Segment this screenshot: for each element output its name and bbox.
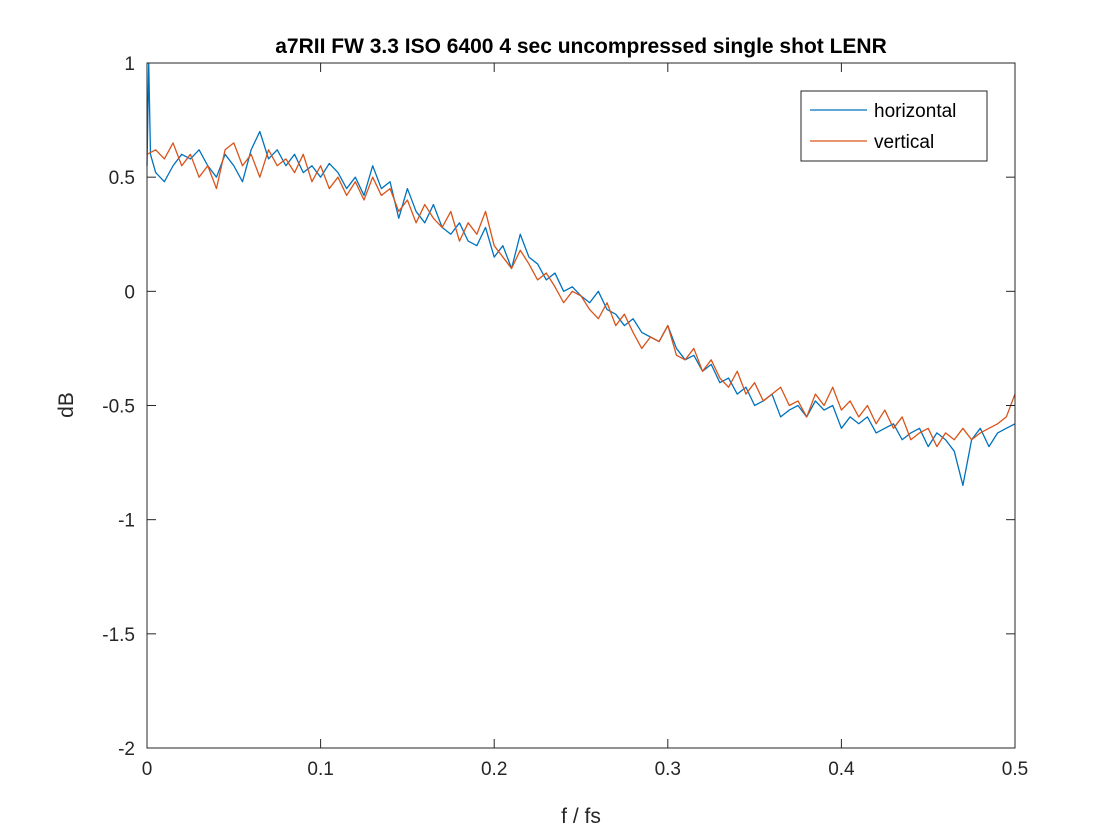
x-tick-label: 0.4 xyxy=(828,759,855,780)
x-tick-label: 0 xyxy=(142,759,153,780)
y-tick-label: -1 xyxy=(118,511,135,532)
y-tick-label: -1.5 xyxy=(102,625,135,646)
legend-label-vertical: vertical xyxy=(874,132,934,153)
x-tick-label: 0.1 xyxy=(307,759,333,780)
y-axis-label: dB xyxy=(55,392,78,418)
series-layer xyxy=(146,62,1016,487)
plot-area xyxy=(147,63,1015,748)
y-tick-label: -2 xyxy=(118,739,135,760)
x-tick-label: 0.2 xyxy=(481,759,507,780)
legend: horizontal vertical xyxy=(800,90,988,162)
y-tick-label: 0 xyxy=(124,282,135,303)
x-axis-label: f / fs xyxy=(561,805,601,828)
y-tick-label: 1 xyxy=(124,54,135,75)
legend-label-horizontal: horizontal xyxy=(874,101,956,122)
series-line-vertical xyxy=(146,142,1016,448)
legend-box xyxy=(800,90,988,162)
y-tick-label: 0.5 xyxy=(109,168,135,189)
chart-title: a7RII FW 3.3 ISO 6400 4 sec uncompressed… xyxy=(275,35,887,58)
y-tick-label: -0.5 xyxy=(102,397,135,418)
x-tick-label: 0.3 xyxy=(655,759,681,780)
series-line-horizontal xyxy=(146,62,1016,487)
x-tick-label: 0.5 xyxy=(1002,759,1028,780)
axes-layer: 0 0.1 0.2 0.3 0.4 0.5 -2 -1.5 -1 -0.5 0 0.5 1 xyxy=(102,54,1028,780)
